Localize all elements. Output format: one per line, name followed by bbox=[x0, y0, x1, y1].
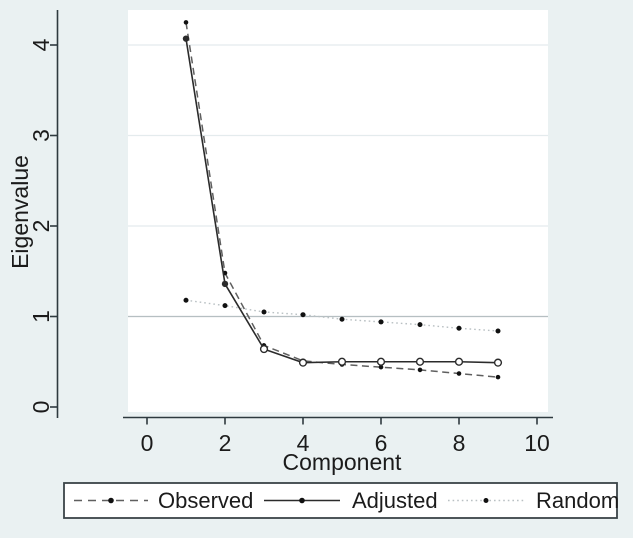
x-axis-title: Component bbox=[283, 449, 403, 475]
random-point bbox=[222, 303, 228, 309]
random-point bbox=[339, 316, 345, 322]
random-point bbox=[261, 309, 267, 315]
gridlines bbox=[128, 44, 548, 318]
adjusted-point-open bbox=[298, 358, 308, 367]
random-point bbox=[456, 325, 462, 331]
legend-box bbox=[63, 482, 618, 519]
adjusted-point bbox=[182, 35, 190, 42]
adjusted-point-open bbox=[454, 357, 464, 366]
legend-label: Observed bbox=[158, 488, 253, 513]
y-tick-label: 1 bbox=[28, 310, 54, 323]
y-axis: 0 1 2 3 4 Eigenvalue bbox=[7, 10, 59, 418]
legend-label: Random bbox=[536, 488, 619, 513]
adjusted-point-open bbox=[376, 357, 386, 366]
x-axis: 0 2 4 6 8 10 Component bbox=[123, 416, 553, 475]
x-tick-label: 2 bbox=[219, 430, 232, 456]
adjusted-point-open bbox=[259, 344, 269, 354]
random-point bbox=[495, 328, 501, 334]
adjusted-point-open bbox=[337, 357, 347, 366]
random-point bbox=[378, 319, 384, 325]
random-point bbox=[300, 312, 306, 318]
legend: Observed Adjusted Random bbox=[63, 482, 619, 519]
adjusted-point-open bbox=[493, 358, 503, 367]
adjusted-point bbox=[221, 280, 229, 288]
legend-item-random: Random bbox=[448, 488, 619, 513]
random-point bbox=[417, 322, 423, 328]
plot-area bbox=[128, 10, 548, 412]
random-point bbox=[183, 297, 189, 303]
observed-point bbox=[183, 20, 189, 25]
legend-sample-marker bbox=[299, 497, 305, 504]
x-tick-label: 6 bbox=[375, 430, 388, 456]
observed-point bbox=[495, 374, 501, 380]
legend-label: Adjusted bbox=[352, 488, 438, 513]
observed-point bbox=[378, 364, 384, 370]
series-adjusted bbox=[182, 35, 503, 367]
y-axis-title: Eigenvalue bbox=[7, 155, 33, 269]
y-tick-label: 2 bbox=[28, 220, 54, 233]
series-random bbox=[183, 297, 501, 334]
legend-item-adjusted: Adjusted bbox=[264, 488, 438, 513]
y-tick-label: 3 bbox=[28, 129, 54, 142]
x-tick-label: 8 bbox=[453, 430, 466, 456]
observed-point bbox=[456, 371, 462, 376]
x-tick-label: 0 bbox=[141, 430, 154, 456]
legend-sample-marker bbox=[108, 497, 114, 504]
legend-item-observed: Observed bbox=[74, 488, 253, 513]
y-tick-label: 0 bbox=[28, 401, 54, 414]
observed-point bbox=[417, 367, 423, 373]
x-tick-label: 10 bbox=[524, 430, 550, 456]
x-tick-label: 4 bbox=[297, 430, 310, 456]
adjusted-point-open bbox=[415, 357, 425, 366]
legend-sample-marker bbox=[483, 498, 489, 503]
y-tick-label: 4 bbox=[28, 38, 54, 51]
